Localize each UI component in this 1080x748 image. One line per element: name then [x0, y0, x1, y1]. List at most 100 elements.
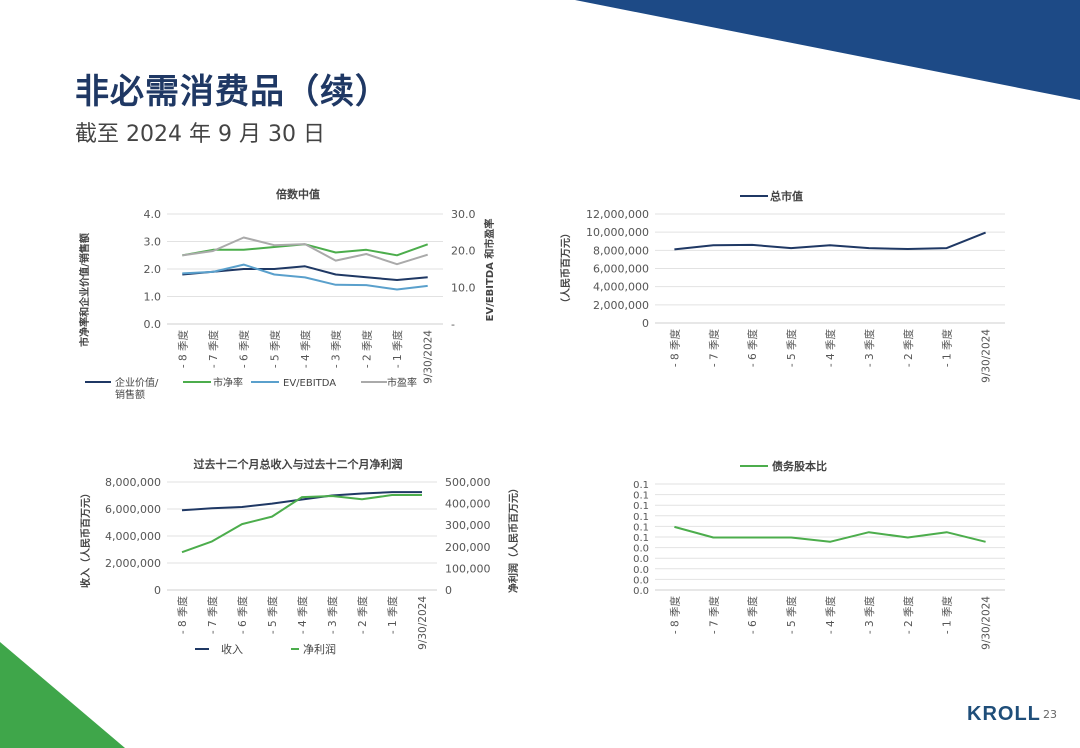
- x-tick-label: - 5 季度: [785, 329, 798, 368]
- y2-tick-label: -: [451, 318, 455, 331]
- x-tick-label: 9/30/2024: [981, 596, 993, 650]
- legend: 总市值: [740, 189, 803, 203]
- x-tick-label: - 6 季度: [236, 596, 249, 635]
- legend-label: 市净率: [213, 376, 243, 389]
- chart-title: 倍数中值: [276, 187, 320, 201]
- x-tick-label: - 3 季度: [863, 596, 876, 635]
- y-tick-label: 0.1: [633, 522, 649, 533]
- x-tick-label: - 8 季度: [668, 329, 681, 368]
- y-tick-label: 6,000,000: [593, 263, 649, 276]
- x-tick-label: 9/30/2024: [981, 329, 993, 383]
- chart-revenue-income: 过去十二个月总收入与过去十二个月净利润 0 2,000,000 4,000,000 6…: [79, 457, 520, 656]
- y-tick-label: 0.0: [633, 575, 649, 586]
- page-number: 23: [1043, 708, 1057, 721]
- y-tick-label: 2,000,000: [105, 557, 161, 570]
- x-tick-label: - 4 季度: [824, 329, 837, 368]
- page-subtitle: 截至 2024 年 9 月 30 日: [75, 122, 325, 147]
- y-tick-label: 2,000,000: [593, 299, 649, 312]
- x-tick-label: - 8 季度: [668, 596, 681, 635]
- legend-label: 债务股本比: [772, 459, 827, 473]
- x-tick-label: - 8 季度: [176, 596, 189, 635]
- legend: 企业价值/ 销售额 市净率 EV/EBITDA 市盈率: [85, 376, 417, 401]
- x-tick-label: - 2 季度: [902, 329, 915, 368]
- chart-debt-equity: 债务股本比 0.00.00.00.00.00.10.10.10.10.10.1 …: [633, 459, 1005, 650]
- y2-tick-label: 100,000: [445, 562, 491, 575]
- legend-label: EV/EBITDA: [283, 378, 336, 389]
- x-tick-label: - 8 季度: [176, 330, 189, 369]
- x-tick-label: - 6 季度: [746, 329, 759, 368]
- x-tick-label: - 6 季度: [746, 596, 759, 635]
- y2-tick-label: 30.0: [451, 208, 476, 221]
- y-tick-label: 12,000,000: [586, 208, 649, 221]
- x-tick-label: - 2 季度: [356, 596, 369, 635]
- x-tick-label: - 5 季度: [266, 596, 279, 635]
- y-tick-label: 0: [154, 584, 161, 597]
- series-line-净利润: [181, 494, 422, 554]
- x-tick-label: - 4 季度: [296, 596, 309, 635]
- x-tick-label: - 1 季度: [941, 596, 954, 635]
- y-tick-label: 0: [642, 317, 649, 330]
- y-tick-label: 3.0: [144, 236, 162, 249]
- y-tick-label: 1.0: [144, 291, 162, 304]
- series-line-收入: [181, 491, 422, 512]
- y2-tick-label: 200,000: [445, 541, 491, 554]
- x-tick-label: - 6 季度: [238, 330, 251, 369]
- y-tick-label: 0.0: [144, 318, 162, 331]
- series-line-总市值: [674, 231, 986, 251]
- y2-tick-label: 400,000: [445, 498, 491, 511]
- y-tick-label: 8,000,000: [593, 244, 649, 257]
- chart-title: 过去十二个月总收入与过去十二个月净利润: [194, 457, 403, 471]
- legend: 债务股本比: [740, 459, 827, 473]
- series-line-EV/EBITDA: [182, 263, 428, 291]
- kroll-logo: KROLL: [967, 703, 1041, 725]
- y2-tick-label: 500,000: [445, 476, 491, 489]
- y-tick-label: 0.0: [633, 544, 649, 555]
- y-tick-label: 0.0: [633, 586, 649, 597]
- x-tick-label: - 3 季度: [326, 596, 339, 635]
- legend: 收入 净利润: [195, 642, 336, 656]
- x-tick-label: 9/30/2024: [423, 330, 435, 384]
- x-tick-label: - 7 季度: [207, 330, 220, 369]
- legend-label: 销售额: [115, 388, 145, 401]
- y-axis-label: （人民币百万元）: [559, 228, 572, 308]
- y-tick-label: 0.1: [633, 533, 649, 544]
- x-tick-label: - 3 季度: [863, 329, 876, 368]
- y-tick-label: 0.1: [633, 501, 649, 512]
- legend-label: 净利润: [303, 642, 336, 656]
- x-tick-label: 9/30/2024: [417, 596, 429, 650]
- y-tick-label: 0.0: [633, 565, 649, 576]
- x-tick-label: - 2 季度: [360, 330, 373, 369]
- y-tick-label: 0.1: [633, 491, 649, 502]
- x-tick-label: - 2 季度: [902, 596, 915, 635]
- x-tick-label: - 7 季度: [206, 596, 219, 635]
- y-tick-label: 4,000,000: [593, 281, 649, 294]
- y-tick-label: 0.1: [633, 480, 649, 491]
- x-tick-label: - 1 季度: [391, 330, 404, 369]
- legend-label: 总市值: [770, 189, 803, 203]
- x-tick-label: - 1 季度: [386, 596, 399, 635]
- x-tick-label: - 7 季度: [707, 596, 720, 635]
- y-tick-label: 10,000,000: [586, 226, 649, 239]
- y2-axis-label: EV/EBITDA 和市盈率: [483, 219, 496, 322]
- legend-label: 市盈率: [387, 376, 417, 389]
- chart-market-cap: 总市值 0 2,000,000 4,000,000 6,000,000 8,000,00…: [559, 189, 1005, 383]
- y-tick-label: 0.0: [633, 554, 649, 565]
- legend-label: 企业价值/: [115, 376, 159, 389]
- x-tick-label: - 7 季度: [707, 329, 720, 368]
- page-title: 非必需消费品（续）: [75, 72, 390, 112]
- series-line-市盈率: [182, 236, 428, 266]
- y-axis-label: 收入（人民币百万元）: [79, 488, 92, 588]
- x-tick-label: - 3 季度: [330, 330, 343, 369]
- legend-label: 收入: [221, 642, 243, 656]
- y2-tick-label: 0: [445, 584, 452, 597]
- y-tick-label: 2.0: [144, 263, 162, 276]
- x-tick-label: - 1 季度: [941, 329, 954, 368]
- y2-tick-label: 10.0: [451, 281, 476, 294]
- y-tick-label: 4,000,000: [105, 530, 161, 543]
- y-tick-label: 8,000,000: [105, 476, 161, 489]
- series-line-债务股本比: [674, 525, 986, 543]
- x-tick-label: - 5 季度: [785, 596, 798, 635]
- y-axis-label: 市净率和企业价值/销售额: [78, 233, 91, 347]
- y2-axis-label: 净利润（人民币百万元）: [507, 483, 520, 593]
- y2-tick-label: 20.0: [451, 245, 476, 258]
